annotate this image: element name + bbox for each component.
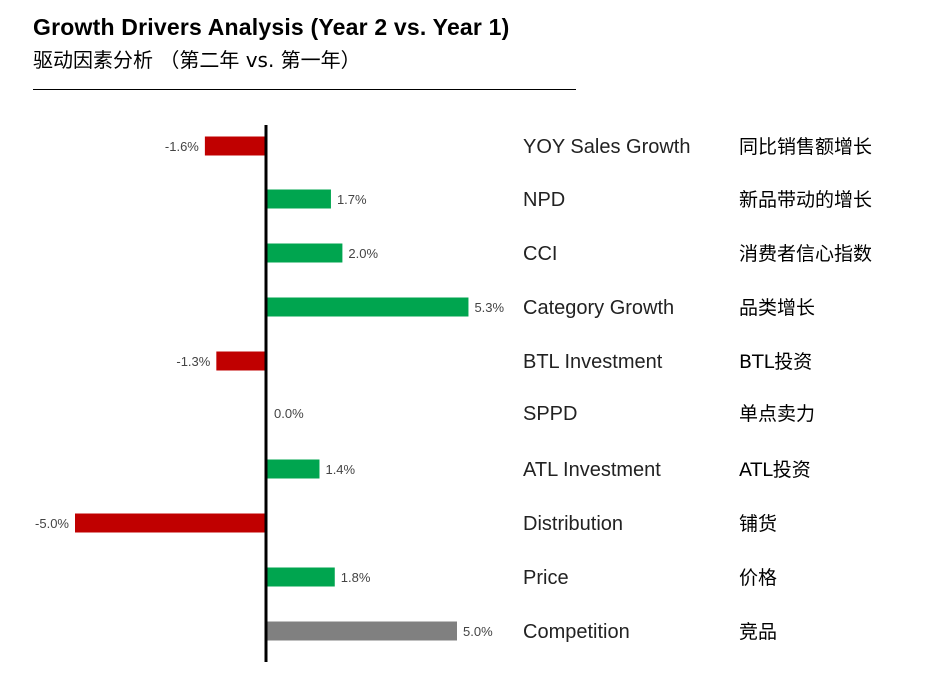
category-label-cn-4: BTL投资 — [739, 351, 812, 373]
category-label-cn-6: ATL投资 — [739, 459, 811, 481]
bar-8 — [266, 567, 335, 587]
category-label-en-2: CCI — [523, 243, 557, 265]
category-label-cn-3: 品类增长 — [739, 297, 815, 319]
category-label-en-4: BTL Investment — [523, 351, 663, 373]
category-label-cn-1: 新品带动的增长 — [739, 189, 872, 211]
bar-7 — [75, 513, 266, 533]
category-label-en-9: Competition — [523, 621, 630, 643]
value-label-8: 1.8% — [341, 570, 371, 585]
category-label-en-5: SPPD — [523, 403, 577, 425]
category-label-en-3: Category Growth — [523, 297, 674, 319]
title-divider — [33, 89, 576, 90]
value-label-6: 1.4% — [325, 462, 355, 477]
value-label-1: 1.7% — [337, 192, 367, 207]
category-label-cn-8: 价格 — [739, 567, 777, 589]
chart-title-en: Growth Drivers Analysis (Year 2 vs. Year… — [33, 14, 510, 40]
category-label-cn-9: 竞品 — [739, 621, 777, 643]
value-label-0: -1.6% — [165, 139, 199, 154]
value-label-9: 5.0% — [463, 624, 493, 639]
value-label-7: -5.0% — [35, 516, 69, 531]
category-label-en-6: ATL Investment — [523, 459, 661, 481]
category-label-cn-5: 单点卖力 — [739, 403, 815, 425]
bar-3 — [266, 297, 469, 317]
bar-4 — [216, 351, 266, 371]
chart-title-cn: 驱动因素分析 （第二年 vs. 第一年） — [33, 48, 361, 72]
bar-1 — [266, 189, 331, 209]
value-label-2: 2.0% — [348, 246, 378, 261]
value-label-3: 5.3% — [474, 300, 504, 315]
bar-9 — [266, 621, 457, 641]
labels-layer: -1.6% YOY Sales Growth 同比销售额增长 1.7% NPD 新品带动的… — [35, 136, 872, 643]
bars-layer — [75, 136, 469, 641]
bar-0 — [204, 136, 266, 156]
value-label-5: 0.0% — [274, 406, 304, 421]
bar-2 — [266, 243, 343, 263]
category-label-en-1: NPD — [523, 189, 565, 211]
bar-6 — [266, 459, 320, 479]
category-label-cn-0: 同比销售额增长 — [739, 136, 872, 158]
category-label-en-7: Distribution — [523, 513, 623, 535]
category-label-cn-2: 消费者信心指数 — [739, 243, 872, 265]
category-label-en-0: YOY Sales Growth — [523, 136, 690, 158]
category-label-en-8: Price — [523, 567, 569, 589]
value-label-4: -1.3% — [176, 354, 210, 369]
category-label-cn-7: 铺货 — [739, 513, 777, 535]
